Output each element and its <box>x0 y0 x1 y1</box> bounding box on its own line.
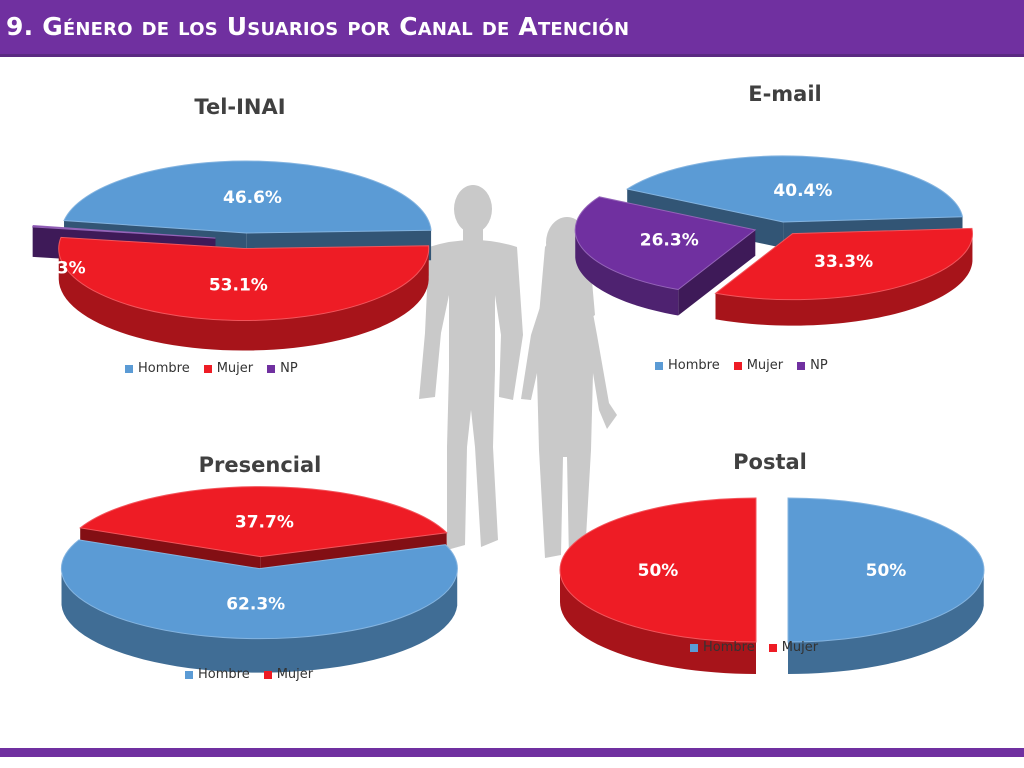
chart-legend: Hombre Mujer <box>690 640 818 655</box>
data-label-mujer: 37.7% <box>235 513 294 533</box>
pie-chart-tel-inai: Tel-INAI 46.6% 53.1% .3% Hombre Mujer NP <box>30 95 450 376</box>
legend-label: Mujer <box>216 361 254 376</box>
chart-title: E-mail <box>748 82 822 106</box>
slice-top <box>58 236 430 322</box>
slice-top <box>78 486 448 558</box>
slice-top <box>714 227 973 301</box>
data-label-mujer: 33.3% <box>814 252 873 272</box>
legend-item-mujer: Mujer <box>768 640 819 655</box>
pie-slice-hombre <box>787 497 985 674</box>
legend-label: NP <box>280 361 298 376</box>
legend-item-mujer: Mujer <box>263 667 314 682</box>
data-label-hombre: 62.3% <box>226 595 285 615</box>
pie-slice-mujer <box>559 497 757 674</box>
slice-side <box>58 249 429 351</box>
slice-top <box>60 539 458 640</box>
chart-legend: Hombre Mujer NP <box>125 361 298 376</box>
pie-svg: 62.3% 37.7% <box>60 486 458 673</box>
slice-side <box>715 235 973 326</box>
pie-chart-postal: Postal 50% 50% Hombre Mujer <box>559 450 985 674</box>
title-bar: 9. Género de los Usuarios por Canal de A… <box>0 0 1024 57</box>
legend-label: NP <box>810 358 828 373</box>
slice-top <box>63 160 432 234</box>
data-label-np: .3% <box>50 259 85 279</box>
slice-top <box>31 225 216 239</box>
legend-swatch <box>768 643 777 652</box>
data-label-hombre: 50% <box>866 561 907 581</box>
legend-swatch <box>203 364 212 373</box>
data-label-mujer: 53.1% <box>209 275 268 295</box>
slice-side <box>575 231 679 316</box>
chart-title: Tel-INAI <box>194 95 286 119</box>
data-label-hombre: 40.4% <box>773 181 832 201</box>
legend-label: Mujer <box>746 358 784 373</box>
slice-top <box>787 497 985 643</box>
bottom-bar <box>0 748 1024 757</box>
pie-svg: 46.6% 53.1% .3% <box>31 160 432 351</box>
chart-title: Postal <box>733 450 807 474</box>
pie-slice-mujer <box>58 236 430 351</box>
legend-item-hombre: Hombre <box>690 640 755 655</box>
pie-chart-presencial: Presencial 62.3% 37.7% Hombre Mujer <box>50 453 470 683</box>
pie-slice-mujer <box>714 227 973 326</box>
slice-top <box>574 196 757 291</box>
data-label-np: 26.3% <box>640 231 699 251</box>
legend-item-hombre: Hombre <box>125 361 190 376</box>
legend-swatch <box>733 361 742 370</box>
slice-side <box>560 570 756 674</box>
legend-swatch <box>690 643 698 652</box>
legend-item-hombre: Hombre <box>655 358 720 373</box>
legend-label: Hombre <box>198 667 250 682</box>
legend-item-np: NP <box>267 361 298 376</box>
legend-swatch <box>797 361 806 370</box>
legend-label: Hombre <box>703 640 755 655</box>
chart-legend: Hombre Mujer <box>185 667 313 682</box>
legend-label: Hombre <box>138 361 190 376</box>
slice-top <box>625 155 964 223</box>
slice-side <box>788 573 984 674</box>
slice-top <box>559 497 757 643</box>
legend-label: Hombre <box>668 358 720 373</box>
legend-item-np: NP <box>797 358 828 373</box>
pie-chart-e-mail: E-mail 40.4% 33.3% 26.3% Hombre Mujer NP <box>574 82 985 373</box>
legend-swatch <box>655 361 663 370</box>
pie-slice-hombre <box>60 539 458 673</box>
chart-title: Presencial <box>198 453 322 477</box>
pie-svg: 40.4% 33.3% 26.3% <box>574 155 973 326</box>
legend-swatch <box>267 364 276 373</box>
legend-swatch <box>185 670 193 679</box>
chart-legend: Hombre Mujer NP <box>655 358 828 373</box>
data-label-hombre: 46.6% <box>223 188 282 208</box>
slice-side <box>61 570 458 673</box>
data-label-mujer: 50% <box>638 561 679 581</box>
legend-swatch <box>125 364 133 373</box>
legend-item-hombre: Hombre <box>185 667 250 682</box>
legend-label: Mujer <box>781 640 819 655</box>
legend-item-mujer: Mujer <box>203 361 254 376</box>
legend-item-mujer: Mujer <box>733 358 784 373</box>
pie-slice-np <box>574 196 757 316</box>
legend-label: Mujer <box>276 667 314 682</box>
page-title: 9. Género de los Usuarios por Canal de A… <box>6 12 630 41</box>
legend-swatch <box>263 670 272 679</box>
pie-svg: 50% 50% <box>559 497 985 674</box>
